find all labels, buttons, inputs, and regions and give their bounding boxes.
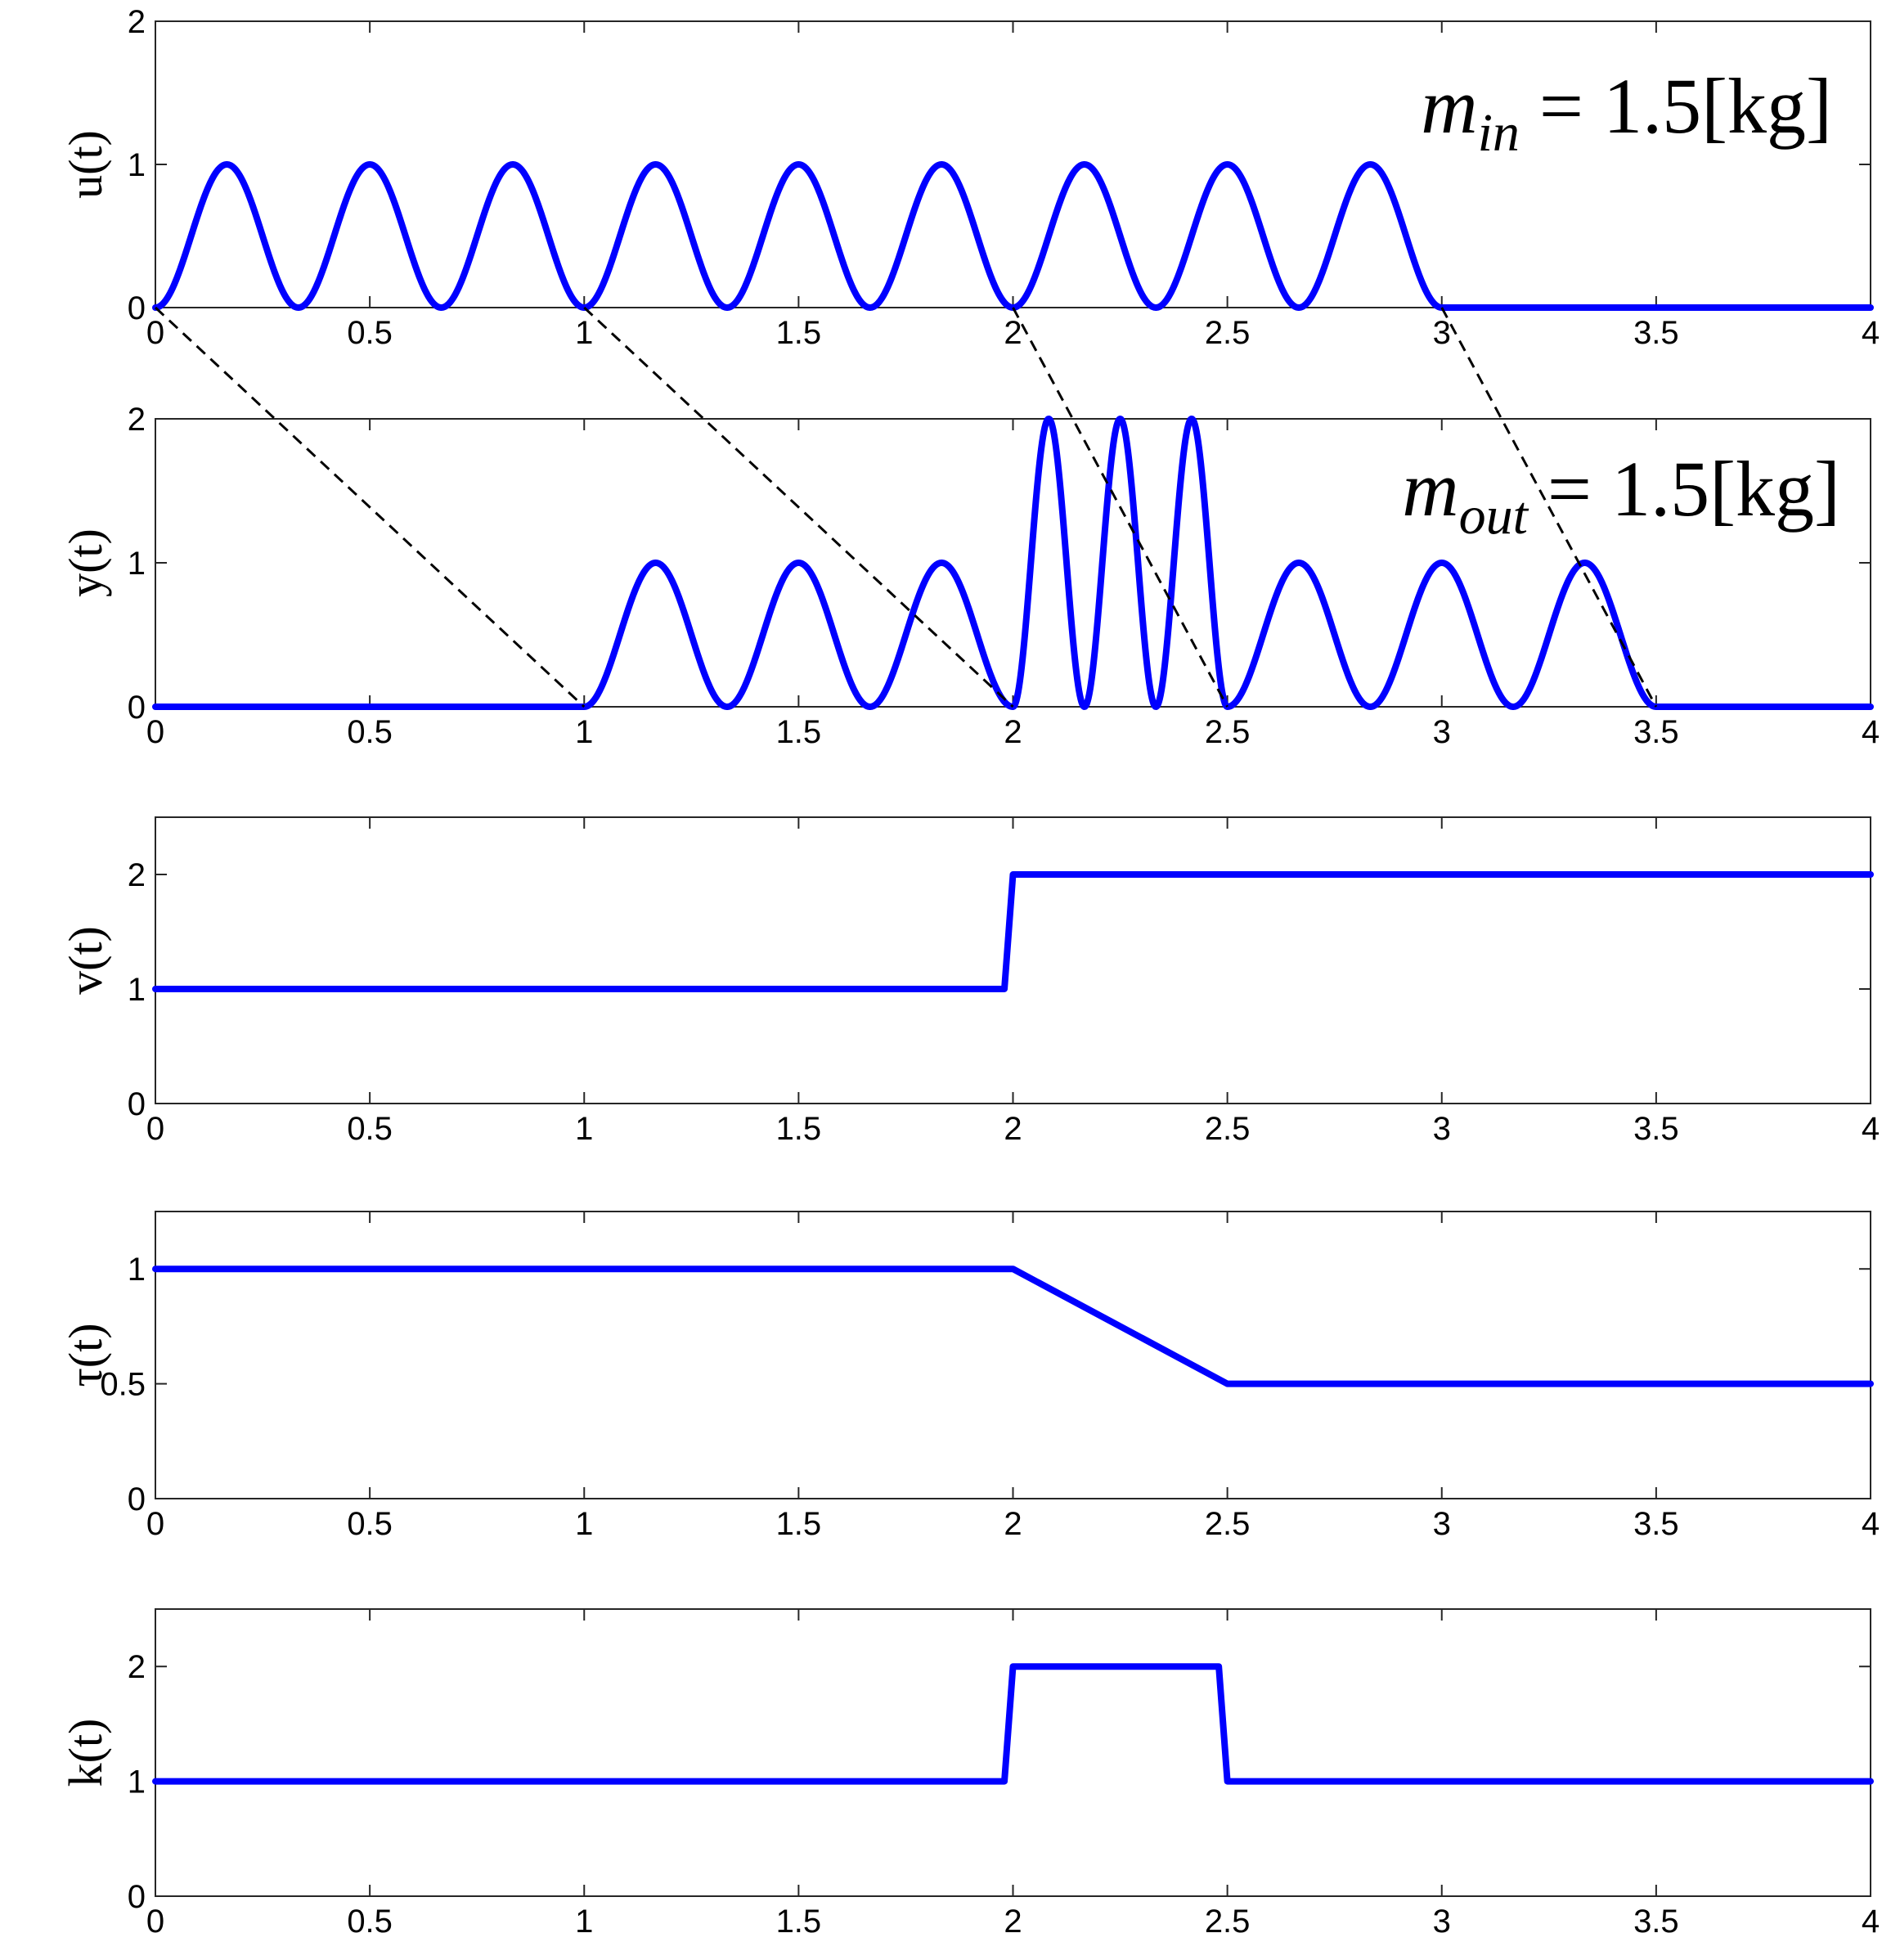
x-tick-label: 0 bbox=[146, 714, 164, 750]
y-axis-label: u(t) bbox=[59, 130, 112, 199]
x-tick-label: 3.5 bbox=[1633, 315, 1679, 351]
x-tick-label: 0.5 bbox=[347, 1904, 393, 1940]
x-tick-label: 4 bbox=[1862, 1904, 1880, 1940]
x-tick-label: 1 bbox=[575, 1111, 593, 1147]
x-tick-label: 0 bbox=[146, 1904, 164, 1940]
y-tick-label: 0 bbox=[128, 1481, 146, 1517]
mass-annotation: mout = 1.5[kg] bbox=[1402, 445, 1840, 546]
x-tick-label: 3.5 bbox=[1633, 1506, 1679, 1542]
x-tick-label: 2 bbox=[1004, 315, 1022, 351]
y-tick-label: 0.5 bbox=[100, 1367, 146, 1403]
x-tick-label: 3.5 bbox=[1633, 1904, 1679, 1940]
delay-dashed-line bbox=[583, 306, 1014, 708]
x-tick-label: 2.5 bbox=[1205, 1506, 1251, 1542]
x-tick-label: 1 bbox=[575, 714, 593, 750]
y-tick-label: 2 bbox=[128, 1649, 146, 1685]
y-tick-label: 0 bbox=[128, 1086, 146, 1122]
x-tick-label: 2 bbox=[1004, 1506, 1022, 1542]
y-axis-label: y(t) bbox=[59, 528, 112, 597]
x-tick-label: 0 bbox=[146, 1111, 164, 1147]
x-tick-label: 2 bbox=[1004, 1111, 1022, 1147]
y-tick-label: 0 bbox=[128, 1879, 146, 1915]
x-tick-label: 3 bbox=[1433, 1506, 1451, 1542]
axes-frame bbox=[155, 816, 1871, 1104]
x-tick-label: 3 bbox=[1433, 315, 1451, 351]
x-tick-label: 1 bbox=[575, 1904, 593, 1940]
y-tick-label: 1 bbox=[128, 972, 146, 1008]
x-tick-label: 3.5 bbox=[1633, 1111, 1679, 1147]
x-tick-label: 4 bbox=[1862, 1111, 1880, 1147]
series-line bbox=[152, 161, 1874, 311]
y-tick-label: 0 bbox=[128, 690, 146, 726]
x-tick-label: 0 bbox=[146, 1506, 164, 1542]
panel-3: 0 0.5 1 1.5 2 2.5 3 3.5 4 0 1 2 v(t) bbox=[59, 816, 1880, 1147]
x-tick-label: 4 bbox=[1862, 1506, 1880, 1542]
series-line bbox=[152, 871, 1874, 992]
x-tick-label: 4 bbox=[1862, 714, 1880, 750]
x-tick-label: 0.5 bbox=[347, 1111, 393, 1147]
y-tick-label: 2 bbox=[128, 4, 146, 40]
y-tick-label: 2 bbox=[128, 857, 146, 893]
delay-dashed-line bbox=[154, 306, 586, 708]
x-tick-label: 2.5 bbox=[1205, 1111, 1251, 1147]
x-tick-label: 3 bbox=[1433, 714, 1451, 750]
x-tick-label: 3.5 bbox=[1633, 714, 1679, 750]
axes-frame bbox=[155, 1608, 1871, 1897]
mass-annotation: min = 1.5[kg] bbox=[1421, 62, 1832, 163]
y-tick-label: 1 bbox=[128, 147, 146, 183]
panel-5: 0 0.5 1 1.5 2 2.5 3 3.5 4 0 1 2 k(t) bbox=[59, 1608, 1880, 1940]
y-tick-label: 1 bbox=[128, 546, 146, 582]
axes-frame bbox=[155, 1211, 1871, 1499]
y-tick-label: 1 bbox=[128, 1764, 146, 1800]
x-tick-label: 0.5 bbox=[347, 315, 393, 351]
x-tick-label: 0 bbox=[146, 315, 164, 351]
series-line bbox=[152, 1265, 1874, 1387]
y-tick-label: 1 bbox=[128, 1252, 146, 1288]
x-tick-label: 2 bbox=[1004, 714, 1022, 750]
panel-4: 0 0.5 1 1.5 2 2.5 3 3.5 4 0 0.5 1 τ(t) bbox=[59, 1211, 1880, 1542]
delay-dashed-line bbox=[1440, 307, 1658, 708]
panel-2: 0 0.5 1 1.5 2 2.5 3 3.5 4 0 1 2 y(t) mout = 1.5[kg] bbox=[59, 402, 1880, 750]
y-axis-label: k(t) bbox=[59, 1719, 112, 1787]
x-tick-label: 1.5 bbox=[776, 714, 822, 750]
x-tick-label: 0.5 bbox=[347, 714, 393, 750]
x-tick-label: 1 bbox=[575, 315, 593, 351]
y-tick-label: 2 bbox=[128, 402, 146, 438]
x-tick-label: 4 bbox=[1862, 315, 1880, 351]
x-tick-label: 2.5 bbox=[1205, 1904, 1251, 1940]
x-tick-label: 1.5 bbox=[776, 1506, 822, 1542]
x-tick-label: 1.5 bbox=[776, 1111, 822, 1147]
x-tick-label: 1 bbox=[575, 1506, 593, 1542]
delay-dashed-line bbox=[1012, 307, 1228, 708]
panel-1: 0 0.5 1 1.5 2 2.5 3 3.5 4 0 1 2 u(t) min = 1.5[kg] bbox=[59, 4, 1880, 351]
x-tick-label: 3 bbox=[1433, 1904, 1451, 1940]
x-tick-label: 0.5 bbox=[347, 1506, 393, 1542]
x-tick-label: 2 bbox=[1004, 1904, 1022, 1940]
x-tick-label: 1.5 bbox=[776, 1904, 822, 1940]
x-tick-label: 2.5 bbox=[1205, 315, 1251, 351]
x-tick-label: 2.5 bbox=[1205, 714, 1251, 750]
y-axis-label: v(t) bbox=[59, 926, 112, 995]
series-line bbox=[152, 1663, 1874, 1785]
y-tick-label: 0 bbox=[128, 290, 146, 326]
y-axis-label: τ(t) bbox=[59, 1323, 112, 1387]
x-tick-label: 3 bbox=[1433, 1111, 1451, 1147]
x-tick-label: 1.5 bbox=[776, 315, 822, 351]
